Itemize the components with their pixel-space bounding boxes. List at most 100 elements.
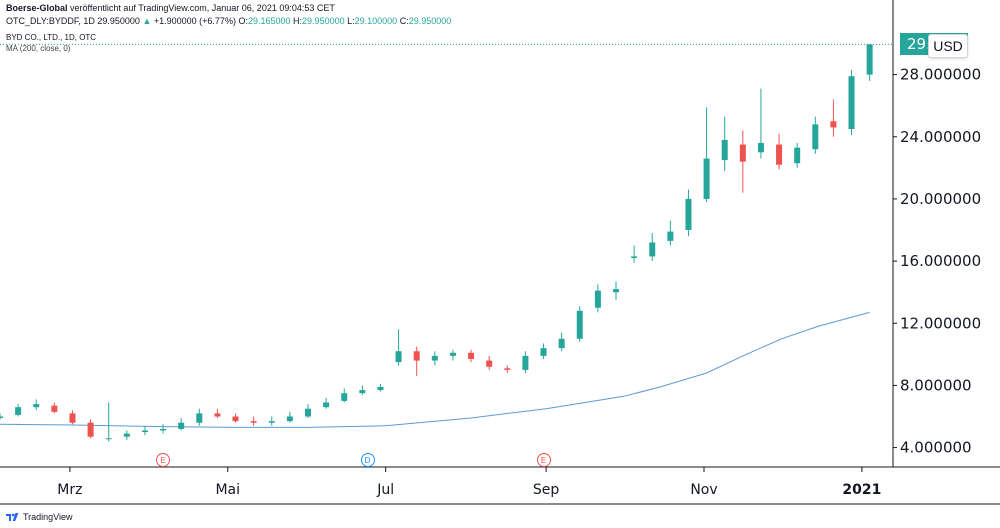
candle-body <box>486 360 493 367</box>
candle-body <box>305 408 311 417</box>
candle-body <box>123 433 130 437</box>
candle-body <box>812 124 819 150</box>
candle-body <box>214 413 221 417</box>
candle-body <box>866 44 873 75</box>
x-tick-label: Nov <box>690 482 717 498</box>
candle-body <box>431 355 438 361</box>
candle <box>794 142 801 168</box>
x-tick-label: Jul <box>376 482 394 498</box>
currency-button[interactable]: USD <box>928 34 968 58</box>
candle <box>558 332 565 352</box>
candle <box>250 416 257 426</box>
y-tick-label: 8.000000 <box>900 376 972 394</box>
candle-body <box>141 430 148 433</box>
candle-body <box>250 421 257 423</box>
candle-body <box>667 231 674 241</box>
candle <box>232 413 239 423</box>
candle <box>721 116 728 171</box>
y-tick-label: 20.000000 <box>900 190 981 208</box>
footer: TradingView <box>6 512 73 522</box>
candle-body <box>0 416 3 419</box>
candle-body <box>323 402 330 408</box>
candle-body <box>504 368 511 370</box>
candle-body <box>413 351 420 361</box>
candle-body <box>558 338 565 349</box>
candle <box>214 408 221 419</box>
close-label: C: <box>399 16 409 26</box>
candle-body <box>178 422 185 429</box>
candle-body <box>286 416 293 422</box>
change-value: +1.900000 (+6.77%) <box>153 16 236 26</box>
candle <box>286 411 293 423</box>
candle <box>268 416 275 426</box>
candle-body <box>33 404 40 408</box>
author-name[interactable]: Boerse-Global <box>6 3 68 13</box>
publish-line: Boerse-Global veröffentlicht auf Trading… <box>6 3 335 13</box>
candle-body <box>196 413 203 423</box>
y-tick-label: 24.000000 <box>900 128 981 146</box>
brand-name[interactable]: TradingView <box>23 512 73 522</box>
high-label: H: <box>293 16 303 26</box>
candle-body <box>15 407 22 415</box>
candle <box>51 402 58 414</box>
candle-body <box>757 142 764 153</box>
candle-body <box>51 405 58 412</box>
candle <box>69 410 76 425</box>
candle-body <box>613 289 619 293</box>
candle-body <box>649 242 656 257</box>
low-value: 29.100000 <box>354 16 398 26</box>
candle-body <box>377 386 384 391</box>
candle-body <box>105 438 112 440</box>
x-tick-label: 2021 <box>842 482 881 498</box>
moving-average-line <box>0 311 870 428</box>
candle <box>178 418 185 431</box>
ohlc-line: OTC_DLY:BYDDF, 1D 29.950000 ▲ +1.900000 … <box>6 16 451 26</box>
series-legend[interactable]: BYD CO., LTD., 1D, OTC <box>6 33 97 42</box>
y-tick-label: 28.000000 <box>900 66 981 84</box>
candle <box>468 349 475 363</box>
earnings-marker[interactable]: E <box>536 453 551 467</box>
candle-body <box>468 352 475 359</box>
candle-body <box>160 428 167 431</box>
candle-body <box>395 351 402 363</box>
candle-body <box>576 310 583 339</box>
candle <box>830 99 837 137</box>
open-value: 29.165000 <box>247 16 291 26</box>
y-tick-label: 4.000000 <box>900 439 972 457</box>
candle <box>196 408 203 426</box>
candle-body <box>794 147 801 164</box>
indicator-legend[interactable]: MA (200, close, 0) <box>6 44 71 53</box>
candle-body <box>848 76 855 130</box>
candle-body <box>341 393 348 401</box>
candle-body <box>69 413 76 423</box>
close-value: 29.950000 <box>408 16 452 26</box>
candle <box>613 281 619 300</box>
candle <box>105 402 112 442</box>
candle <box>123 430 130 440</box>
candle <box>594 284 601 313</box>
candle <box>87 419 94 439</box>
candle <box>866 44 873 81</box>
candle-body <box>268 421 275 423</box>
candle-body <box>631 256 638 258</box>
tradingview-logo-icon <box>6 513 19 521</box>
candle-body <box>703 158 710 199</box>
candle-body <box>359 390 366 394</box>
candle <box>413 346 420 377</box>
candle-body <box>739 144 746 162</box>
candle-body <box>594 290 601 308</box>
x-axis: Mrz Mai Jul Sep Nov 2021 <box>57 467 881 498</box>
candles <box>0 44 873 442</box>
dividend-marker[interactable]: D <box>360 453 375 467</box>
candle <box>631 245 638 263</box>
earnings-marker[interactable]: E <box>156 453 171 467</box>
candle <box>15 404 22 417</box>
candle <box>341 388 348 403</box>
candle-body <box>232 416 239 422</box>
candle <box>848 69 855 136</box>
candle <box>757 88 764 159</box>
candle <box>0 413 3 420</box>
high-value: 29.950000 <box>302 16 345 26</box>
candle <box>431 351 438 366</box>
